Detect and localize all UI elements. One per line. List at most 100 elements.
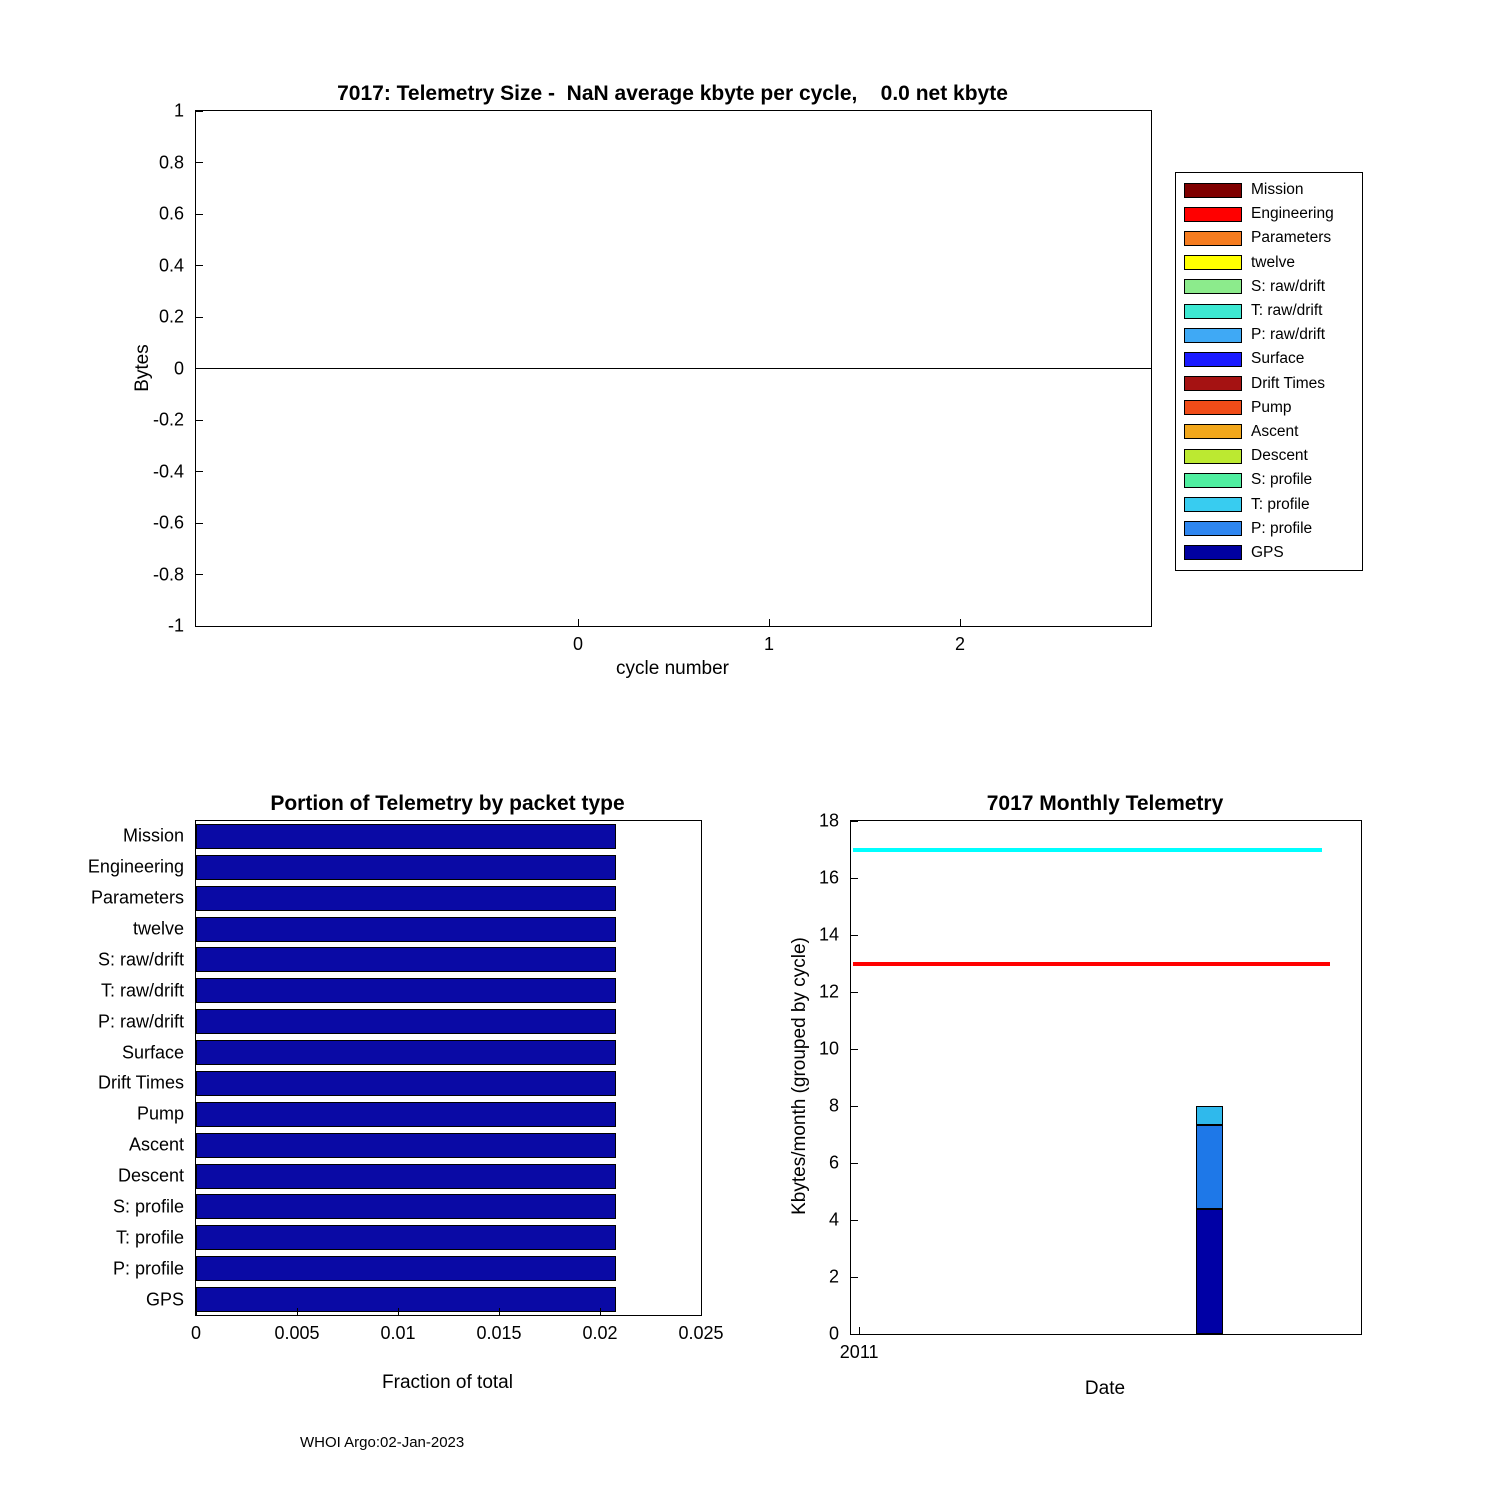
legend-label: Descent bbox=[1251, 447, 1308, 465]
legend-item: Descent bbox=[1176, 444, 1362, 468]
legend-swatch bbox=[1184, 206, 1242, 222]
monthly-telemetry-y-axis-label: Kbytes/month (grouped by cycle) bbox=[789, 937, 810, 1215]
y-tick-mark bbox=[851, 934, 858, 936]
bar bbox=[196, 1163, 617, 1189]
bar bbox=[196, 978, 617, 1004]
reference-line bbox=[853, 847, 1323, 852]
y-tick-label: -0.2 bbox=[152, 409, 184, 430]
telemetry-size-y-axis-label: Bytes bbox=[132, 344, 153, 392]
bar bbox=[196, 1040, 617, 1066]
category-label: P: raw/drift bbox=[97, 1011, 184, 1032]
x-tick-label: 1 bbox=[763, 634, 775, 654]
legend-swatch bbox=[1184, 472, 1242, 488]
y-tick-mark bbox=[851, 991, 858, 993]
bar bbox=[196, 1256, 617, 1282]
y-tick-mark bbox=[851, 1219, 858, 1221]
legend-label: Engineering bbox=[1251, 205, 1334, 223]
monthly-telemetry-title: 7017 Monthly Telemetry bbox=[986, 792, 1224, 815]
legend-item: Mission bbox=[1176, 178, 1362, 202]
legend-item: Engineering bbox=[1176, 202, 1362, 226]
legend-label: P: profile bbox=[1251, 519, 1313, 537]
legend-label: P: raw/drift bbox=[1251, 326, 1326, 344]
legend-swatch bbox=[1184, 255, 1242, 271]
legend-swatch bbox=[1184, 521, 1242, 537]
x-tick-label: 0.01 bbox=[380, 1323, 416, 1343]
y-tick-label: 16 bbox=[818, 867, 839, 888]
x-tick-label: 0.005 bbox=[274, 1323, 320, 1343]
legend-swatch bbox=[1184, 351, 1242, 367]
bar bbox=[196, 1225, 617, 1251]
category-label: T: raw/drift bbox=[100, 980, 184, 1001]
category-label: Descent bbox=[117, 1165, 184, 1186]
category-label: Pump bbox=[136, 1103, 184, 1124]
legend-item: twelve bbox=[1176, 251, 1362, 275]
y-tick-label: 6 bbox=[828, 1152, 839, 1173]
legend-swatch bbox=[1184, 279, 1242, 295]
legend-item: GPS bbox=[1176, 541, 1362, 565]
legend-label: Drift Times bbox=[1251, 374, 1326, 392]
y-tick-mark bbox=[196, 110, 203, 112]
portion-chart-plot-area: Mission Engineering Parameters twelve S: raw… bbox=[88, 820, 724, 1343]
legend-swatch bbox=[1184, 424, 1242, 440]
y-tick-label: 2 bbox=[828, 1266, 839, 1287]
bar bbox=[196, 1070, 617, 1096]
y-tick-mark bbox=[196, 522, 203, 524]
x-tick-mark bbox=[858, 1327, 860, 1334]
category-label: Drift Times bbox=[97, 1072, 184, 1093]
y-tick-mark bbox=[196, 625, 203, 627]
reference-line bbox=[853, 961, 1330, 966]
y-tick-mark bbox=[851, 1048, 858, 1050]
y-tick-label: 0 bbox=[828, 1323, 839, 1344]
legend-swatch bbox=[1184, 327, 1242, 343]
telemetry-size-plot-area: -1 -0.8 -0.6 -0.4 -0.2 0 0.2 0.4 0.6 0.8 1 0 1 2 bbox=[153, 101, 1152, 654]
category-label: Mission bbox=[122, 825, 184, 846]
category-label: P: profile bbox=[112, 1258, 184, 1279]
category-label: S: raw/drift bbox=[97, 949, 184, 970]
legend-swatch bbox=[1184, 400, 1242, 416]
x-tick-mark bbox=[498, 1308, 500, 1315]
y-tick-label: 18 bbox=[818, 810, 839, 831]
bar bbox=[196, 854, 617, 880]
legend-item: Parameters bbox=[1176, 226, 1362, 250]
y-tick-label: 0 bbox=[173, 358, 184, 378]
y-tick-label: -1 bbox=[167, 615, 184, 636]
category-label: Engineering bbox=[87, 856, 184, 877]
y-tick-mark bbox=[851, 820, 858, 822]
category-label: twelve bbox=[132, 918, 184, 939]
legend-swatch bbox=[1184, 230, 1242, 246]
legend-label: GPS bbox=[1251, 543, 1284, 561]
legend-swatch bbox=[1184, 497, 1242, 513]
monthly-telemetry-plot-area: 0 2 4 6 8 10 12 14 16 18 2011 bbox=[819, 811, 1362, 1362]
legend-label: T: profile bbox=[1251, 495, 1310, 513]
legend-label: Pump bbox=[1251, 398, 1292, 416]
x-tick-label: 0.025 bbox=[678, 1323, 724, 1343]
portion-chart-x-axis-label: Fraction of total bbox=[382, 1372, 513, 1393]
legend-swatch bbox=[1184, 545, 1242, 561]
category-label: GPS bbox=[145, 1289, 184, 1310]
y-tick-label: -0.4 bbox=[152, 461, 184, 481]
legend-label: T: raw/drift bbox=[1251, 302, 1323, 320]
y-tick-label: 4 bbox=[828, 1209, 839, 1230]
x-tick-label: 2011 bbox=[839, 1342, 879, 1362]
monthly-telemetry-x-axis-label: Date bbox=[1084, 1378, 1126, 1399]
legend-swatch bbox=[1184, 448, 1242, 464]
x-tick-label: 0 bbox=[572, 634, 584, 654]
category-label: T: profile bbox=[115, 1227, 184, 1248]
y-tick-mark bbox=[851, 1105, 858, 1107]
legend-item: S: profile bbox=[1176, 468, 1362, 492]
bar bbox=[196, 823, 617, 849]
legend-swatch bbox=[1184, 303, 1242, 319]
x-tick-mark bbox=[599, 1308, 601, 1315]
zero-line bbox=[196, 368, 1151, 369]
legend-item: Pump bbox=[1176, 396, 1362, 420]
legend-item: P: profile bbox=[1176, 517, 1362, 541]
bar bbox=[196, 1009, 617, 1035]
legend-label: Mission bbox=[1251, 181, 1304, 199]
y-tick-mark bbox=[196, 574, 203, 575]
y-tick-mark bbox=[196, 316, 203, 318]
legend-label: S: profile bbox=[1251, 471, 1313, 489]
legend-label: S: raw/drift bbox=[1251, 277, 1326, 295]
y-tick-label: 1 bbox=[173, 100, 184, 121]
y-tick-label: 10 bbox=[818, 1038, 839, 1059]
legend-swatch bbox=[1184, 182, 1242, 198]
